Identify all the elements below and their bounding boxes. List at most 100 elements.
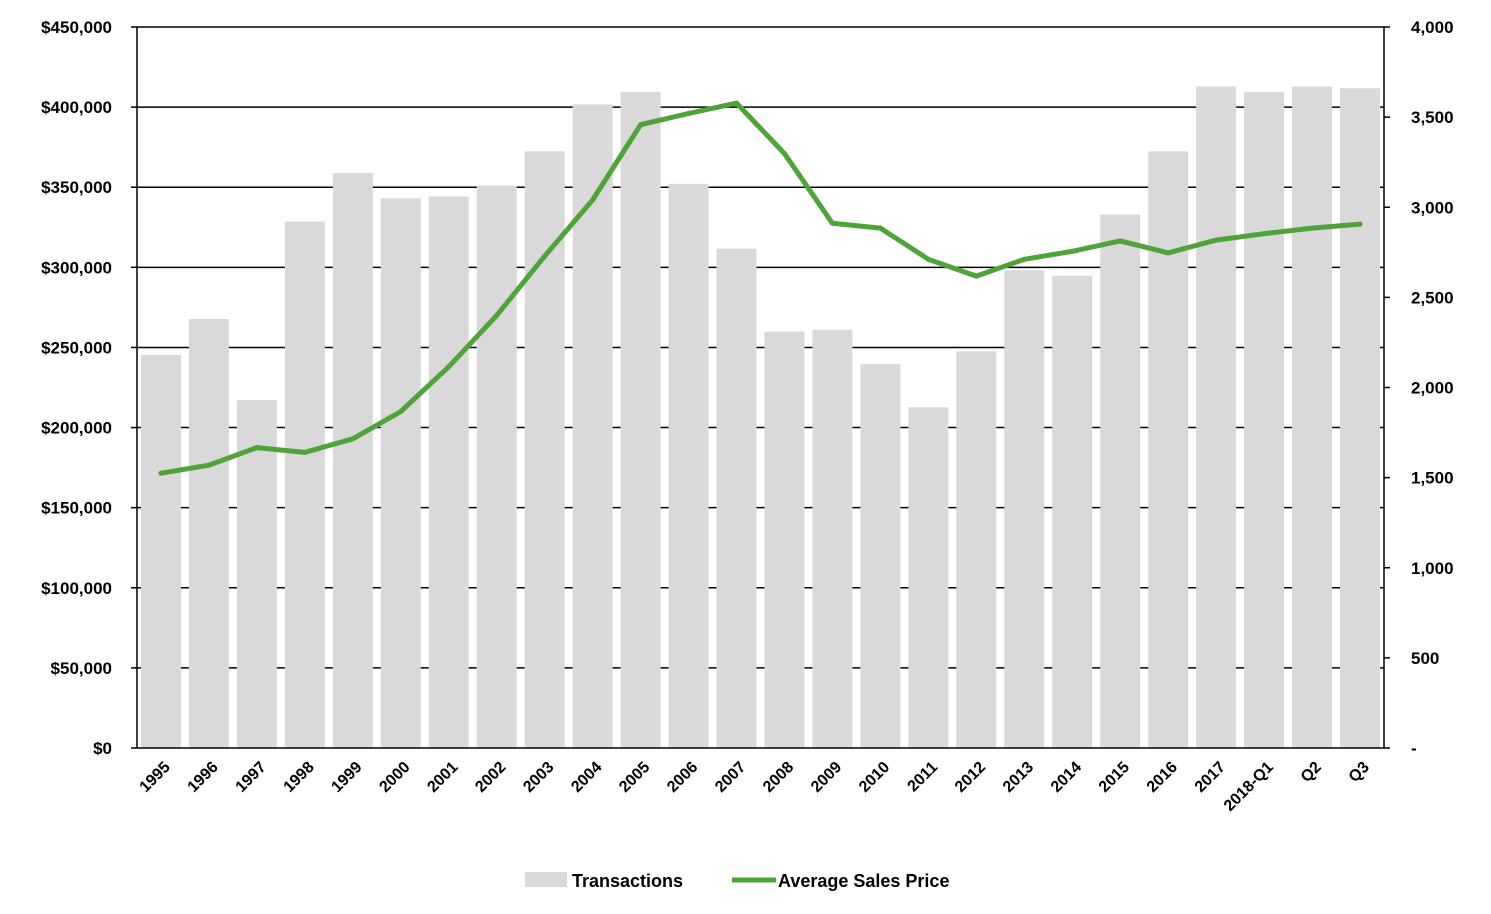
right-tick-label: 2,500 — [1411, 288, 1454, 307]
point-average-sales-price — [542, 253, 548, 259]
bar-transactions — [1292, 86, 1333, 749]
left-tick-label: $100,000 — [41, 579, 112, 598]
point-average-sales-price — [1357, 221, 1363, 227]
point-average-sales-price — [446, 364, 452, 370]
x-tick-label: 2011 — [905, 759, 942, 796]
left-tick-label: $400,000 — [41, 98, 112, 117]
point-average-sales-price — [925, 256, 931, 262]
x-tick-label: Q2 — [1298, 759, 1325, 786]
point-average-sales-price — [494, 312, 500, 318]
x-tick-label: 2018-Q1 — [1221, 759, 1277, 815]
x-tick-label: 2009 — [808, 759, 845, 796]
bar-transactions — [716, 248, 757, 748]
right-tick-label: 4,000 — [1411, 18, 1454, 37]
legend: Transactions Average Sales Price — [525, 871, 949, 891]
x-tick-label: 1995 — [137, 759, 174, 796]
bar-transactions — [332, 173, 373, 748]
left-tick-label: $250,000 — [41, 338, 112, 357]
point-average-sales-price — [877, 225, 883, 231]
point-average-sales-price — [829, 220, 835, 226]
x-tick-label: 2006 — [664, 759, 701, 796]
legend-swatch-transactions — [525, 872, 567, 887]
bar-transactions — [956, 351, 997, 748]
point-average-sales-price — [398, 409, 404, 415]
left-tick-label: $0 — [93, 739, 112, 758]
x-tick-label: 1999 — [328, 759, 365, 796]
point-average-sales-price — [158, 470, 164, 476]
x-tick-label: 1996 — [185, 759, 222, 796]
right-tick-label: - — [1411, 739, 1417, 758]
legend-label-average-sales-price: Average Sales Price — [778, 871, 949, 891]
x-tick-label: 2007 — [712, 759, 749, 796]
right-tick-label: 3,500 — [1411, 108, 1454, 127]
bar-transactions — [1052, 275, 1093, 748]
x-tick-label: 1998 — [281, 759, 318, 796]
x-tick-label: 2014 — [1048, 759, 1085, 796]
bar-transactions — [908, 407, 949, 748]
point-average-sales-price — [1165, 250, 1171, 256]
bar-transactions — [1196, 86, 1237, 749]
bar-transactions — [1100, 214, 1141, 748]
point-average-sales-price — [1069, 248, 1075, 254]
line-average-sales-price — [158, 100, 1363, 476]
bar-transactions — [668, 183, 709, 748]
x-tick-label: 2012 — [952, 759, 989, 796]
x-tick-label: 2004 — [568, 759, 605, 796]
point-average-sales-price — [350, 436, 356, 442]
left-tick-label: $200,000 — [41, 419, 112, 438]
point-average-sales-price — [1021, 256, 1027, 262]
bar-transactions — [188, 319, 229, 748]
right-tick-label: 500 — [1411, 649, 1439, 668]
point-average-sales-price — [686, 111, 692, 117]
right-tick-label: 2,000 — [1411, 379, 1454, 398]
point-average-sales-price — [973, 273, 979, 279]
x-tick-label: 2013 — [1000, 759, 1037, 796]
bar-transactions — [140, 355, 181, 748]
right-tick-label: 1,000 — [1411, 559, 1454, 578]
x-tick-label: 2008 — [760, 759, 797, 796]
legend-label-transactions: Transactions — [572, 871, 683, 891]
x-tick-label: Q3 — [1346, 759, 1373, 786]
x-tick-label: 2015 — [1096, 759, 1133, 796]
x-tick-label: 2001 — [424, 759, 461, 796]
x-tick-label: 2003 — [520, 759, 557, 796]
x-tick-label: 2000 — [376, 759, 413, 796]
x-tick-label: 1997 — [233, 759, 270, 796]
point-average-sales-price — [254, 445, 260, 451]
right-tick-label: 3,000 — [1411, 198, 1454, 217]
bar-transactions — [1004, 270, 1045, 748]
left-tick-label: $300,000 — [41, 258, 112, 277]
bar-transactions — [476, 185, 517, 748]
left-tick-label: $150,000 — [41, 499, 112, 518]
bar-transactions — [284, 221, 325, 749]
bar-transactions — [1340, 88, 1381, 748]
point-average-sales-price — [1309, 225, 1315, 231]
bar-transactions — [620, 91, 661, 748]
x-tick-label: 2010 — [856, 759, 893, 796]
point-average-sales-price — [1117, 238, 1123, 244]
x-tick-label: 2002 — [472, 759, 509, 796]
point-average-sales-price — [1213, 237, 1219, 243]
bar-transactions — [860, 364, 901, 748]
bar-transactions — [428, 196, 469, 748]
bar-transactions — [380, 198, 421, 749]
x-tick-label: 2016 — [1144, 759, 1181, 796]
point-average-sales-price — [1261, 231, 1267, 237]
left-tick-label: $50,000 — [51, 659, 112, 678]
x-tick-label: 2005 — [616, 759, 653, 796]
point-average-sales-price — [206, 462, 212, 468]
point-average-sales-price — [734, 100, 740, 106]
bar-transactions — [1244, 91, 1285, 748]
x-tick-label: 2017 — [1192, 759, 1229, 796]
left-tick-label: $350,000 — [41, 178, 112, 197]
right-tick-label: 1,500 — [1411, 469, 1454, 488]
bar-transactions — [1148, 151, 1189, 748]
bar-transactions — [812, 329, 853, 748]
point-average-sales-price — [781, 151, 787, 157]
point-average-sales-price — [590, 197, 596, 203]
bar-transactions — [236, 400, 277, 748]
bar-transactions — [764, 331, 805, 748]
left-tick-label: $450,000 — [41, 18, 112, 37]
